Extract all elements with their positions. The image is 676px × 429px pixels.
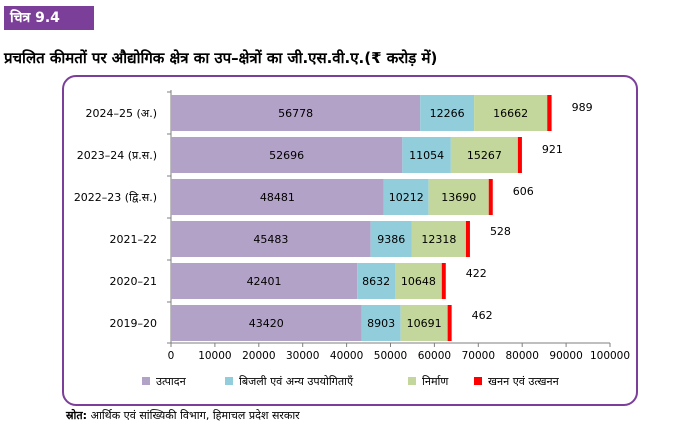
x-tick-label: 50000 xyxy=(374,350,407,362)
y-tick-label: 2019–20 xyxy=(110,317,158,330)
legend-label: बिजली एवं अन्य उपयोगिताएँ xyxy=(239,375,354,388)
bar-segment xyxy=(420,95,475,131)
bar-segment xyxy=(411,221,466,257)
legend-label: खनन एवं उत्खनन xyxy=(488,375,560,388)
bar-segment xyxy=(171,221,371,257)
bar-segment xyxy=(428,179,489,215)
source-note: स्रोत: आर्थिक एवं सांख्यिकी विभाग, हिमाच… xyxy=(66,408,300,423)
bar-segment xyxy=(171,305,362,341)
source-label: स्रोत: xyxy=(66,409,88,422)
bar-segment xyxy=(474,95,548,131)
data-label: 10691 xyxy=(407,317,442,330)
y-tick-label: 2022–23 (द्वि.स.) xyxy=(74,191,157,204)
data-label: 45483 xyxy=(253,233,288,246)
y-tick-label: 2021–22 xyxy=(110,233,158,246)
data-label: 9386 xyxy=(377,233,405,246)
data-label: 8903 xyxy=(367,317,395,330)
data-label: 42401 xyxy=(247,275,282,288)
x-tick-label: 0 xyxy=(168,350,175,362)
bar-segment xyxy=(441,263,446,299)
data-label: 11054 xyxy=(409,149,444,162)
bar-segment xyxy=(361,305,401,341)
data-label: 12318 xyxy=(421,233,456,246)
x-tick-label: 30000 xyxy=(286,350,319,362)
x-tick-label: 20000 xyxy=(242,350,275,362)
x-tick-label: 70000 xyxy=(462,350,495,362)
data-label: 921 xyxy=(542,143,563,156)
data-label: 13690 xyxy=(441,191,476,204)
legend-swatch xyxy=(225,377,233,385)
data-label: 48481 xyxy=(260,191,295,204)
legend-swatch xyxy=(474,377,482,385)
x-tick-label: 80000 xyxy=(505,350,538,362)
y-tick-label: 2020–21 xyxy=(110,275,158,288)
bar-segment xyxy=(400,305,448,341)
bar-segment xyxy=(447,305,452,341)
bar-segment xyxy=(395,263,442,299)
data-label: 12266 xyxy=(430,107,465,120)
bar-segment xyxy=(402,137,451,173)
bar-segment xyxy=(370,221,412,257)
data-label: 16662 xyxy=(493,107,528,120)
data-label: 989 xyxy=(572,101,593,114)
data-label: 8632 xyxy=(362,275,390,288)
x-tick-label: 100000 xyxy=(590,350,630,362)
data-label: 606 xyxy=(513,185,534,198)
bar-segment xyxy=(450,137,518,173)
x-tick-label: 10000 xyxy=(198,350,231,362)
x-tick-label: 40000 xyxy=(330,350,363,362)
bar-segment xyxy=(171,179,384,215)
data-label: 56778 xyxy=(278,107,313,120)
bar-segment xyxy=(171,263,358,299)
bar-segment xyxy=(171,95,421,131)
legend-swatch xyxy=(142,377,150,385)
bar-segment xyxy=(383,179,429,215)
x-tick-label: 60000 xyxy=(418,350,451,362)
data-label: 15267 xyxy=(467,149,502,162)
legend-label: उत्पादन xyxy=(156,375,187,388)
x-tick-label: 90000 xyxy=(549,350,582,362)
bar-segment xyxy=(465,221,470,257)
data-label: 422 xyxy=(466,267,487,280)
bar-segment xyxy=(488,179,493,215)
chart-frame xyxy=(62,75,638,406)
data-label: 462 xyxy=(472,309,493,322)
source-text: आर्थिक एवं सांख्यिकी विभाग, हिमाचल प्रदे… xyxy=(90,409,300,422)
data-label: 10212 xyxy=(389,191,424,204)
bar-segment xyxy=(517,137,522,173)
bar-segment xyxy=(547,95,552,131)
y-tick-label: 2023–24 (प्र.स.) xyxy=(77,149,157,162)
data-label: 52696 xyxy=(269,149,304,162)
bar-segment xyxy=(171,137,403,173)
y-tick-label: 2024–25 (अ.) xyxy=(86,107,157,120)
figure-title: प्रचलित कीमतों पर औद्योगिक क्षेत्र का उप… xyxy=(4,49,438,67)
data-label: 10648 xyxy=(401,275,436,288)
legend-swatch xyxy=(408,377,416,385)
legend-label: निर्माण xyxy=(422,375,449,388)
bar-segment xyxy=(357,263,396,299)
data-label: 43420 xyxy=(249,317,284,330)
data-label: 528 xyxy=(490,225,511,238)
figure-number-badge: चित्र 9.4 xyxy=(4,6,94,30)
